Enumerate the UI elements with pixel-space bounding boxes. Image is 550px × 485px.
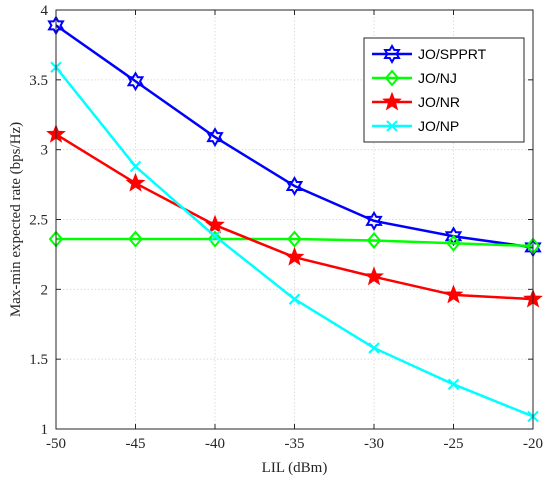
legend-item: JO/NJ — [372, 69, 457, 87]
data-point — [287, 230, 302, 248]
x-axis-label: LIL (dBm) — [262, 460, 328, 476]
legend-item: JO/NP — [372, 118, 459, 134]
legend-marker — [384, 69, 400, 87]
x-tick-label: -25 — [444, 436, 464, 452]
x-tick-label: -50 — [46, 436, 66, 452]
y-axis-label: Max-min expected rate (bps/Hz) — [8, 122, 24, 317]
data-point — [205, 214, 225, 234]
tick-labels: -50 -45 -40 -35 -30 -25 -20 1 1.5 2 2.5 3 3.5 4 — [29, 3, 543, 452]
data-point — [368, 342, 380, 354]
y-tick-label: 4 — [41, 3, 49, 19]
data-point — [125, 172, 146, 192]
data-point — [288, 293, 301, 305]
x-tick-label: -40 — [205, 436, 225, 452]
data-point — [443, 284, 464, 304]
legend-label: JO/NP — [418, 118, 459, 134]
data-point — [128, 230, 143, 248]
legend-item: JO/SPPRT — [372, 43, 487, 65]
data-point — [366, 231, 382, 249]
data-point — [364, 266, 384, 286]
y-tick-label: 2.5 — [29, 213, 48, 229]
data-point — [284, 246, 305, 266]
data-point — [285, 175, 304, 196]
x-tick-label: -35 — [285, 436, 305, 452]
legend-item: JO/NR — [372, 91, 460, 111]
y-tick-label: 1.5 — [29, 352, 48, 368]
grid — [56, 10, 533, 429]
x-tick-label: -30 — [364, 436, 384, 452]
data-point — [129, 160, 142, 173]
data-point — [207, 230, 223, 248]
y-tick-label: 1 — [41, 422, 49, 438]
series-line — [56, 237, 534, 248]
data-point — [447, 378, 460, 391]
legend-marker — [383, 43, 401, 65]
data-point — [365, 210, 383, 231]
x-tick-label: -45 — [126, 436, 146, 452]
axes — [55, 9, 534, 430]
data-point — [206, 127, 224, 148]
data-point — [209, 230, 221, 242]
legend-label: JO/NR — [418, 94, 460, 110]
legend-label: JO/NJ — [418, 70, 457, 86]
data-point — [126, 71, 145, 92]
y-tick-label: 3.5 — [29, 73, 48, 89]
y-tick-label: 3 — [41, 143, 49, 159]
legend-marker — [386, 120, 398, 132]
data-point — [446, 234, 461, 252]
legend: JO/SPPRT JO/NJ JO/NR JO/NP — [363, 37, 525, 143]
y-tick-label: 2 — [41, 282, 49, 298]
series-layer — [46, 15, 543, 423]
legend-marker — [382, 91, 402, 111]
x-tick-label: -20 — [523, 436, 543, 452]
legend-label: JO/SPPRT — [418, 46, 487, 62]
